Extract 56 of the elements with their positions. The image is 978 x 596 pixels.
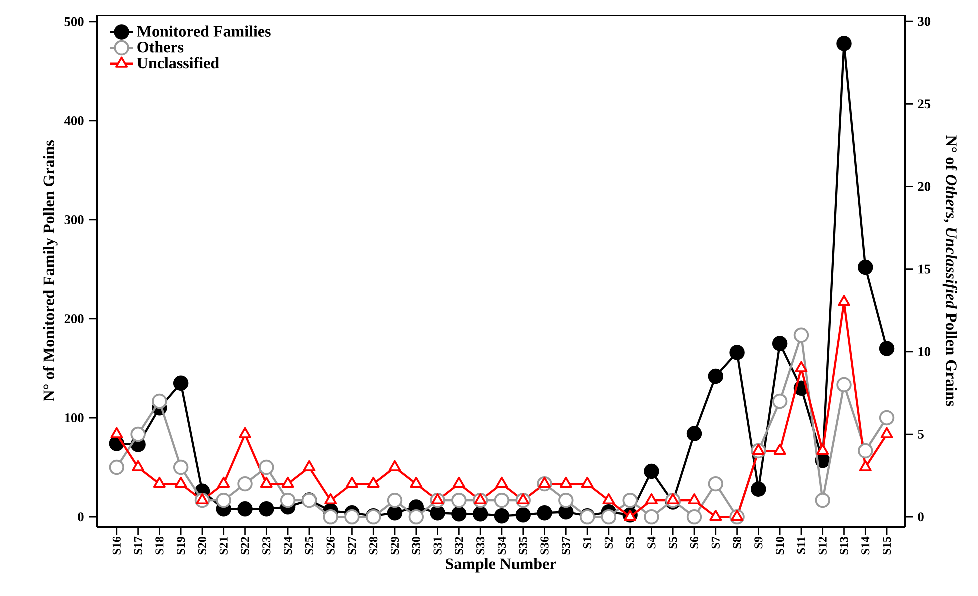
x-tick-label: S28 <box>370 536 378 555</box>
x-tick-label: S9 <box>754 537 763 549</box>
x-tick-label: S3 <box>626 537 634 549</box>
x-tick-label: S2 <box>604 537 613 549</box>
x-tick-label: S15 <box>883 537 892 555</box>
y2-tick-label: 25 <box>918 100 931 109</box>
x-tick-label: S17 <box>134 536 142 555</box>
x-tick-label: S33 <box>476 537 485 555</box>
x-tick-label: S19 <box>177 537 186 555</box>
y-axis-title: N° of Monitored Family Pollen Grains <box>43 140 58 402</box>
y-tick-label: 500 <box>64 17 84 26</box>
y2-axis-title: N° of Others, Unclassified Pollen Grains <box>942 136 958 406</box>
x-tick-label: S25 <box>305 537 314 555</box>
x-tick-label: S35 <box>519 537 528 555</box>
x-axis-title: Sample Number <box>446 558 556 573</box>
x-tick-label: S7 <box>712 536 720 549</box>
legend-label: Others <box>138 41 184 53</box>
x-tick-label: S4 <box>648 536 656 549</box>
y2-tick-label: 5 <box>918 430 924 439</box>
x-tick-label: S14 <box>862 536 870 555</box>
x-tick-label: S34 <box>498 536 506 555</box>
y-tick-label: 300 <box>64 215 84 224</box>
x-tick-label: S29 <box>390 537 400 555</box>
x-tick-label: S31 <box>434 537 442 555</box>
x-tick-label: S21 <box>220 537 228 555</box>
x-tick-label: S23 <box>262 537 271 555</box>
x-tick-label: S24 <box>284 536 292 555</box>
legend-label: Monitored Families <box>137 26 271 37</box>
x-tick-label: S11 <box>797 537 806 554</box>
x-tick-label: S13 <box>840 537 848 555</box>
y2-tick-label: 30 <box>918 17 931 26</box>
y2-tick-label: 10 <box>918 347 931 356</box>
y-tick-label: 400 <box>64 116 84 126</box>
x-tick-label: S36 <box>540 536 549 555</box>
x-tick-label: S22 <box>241 537 250 555</box>
x-tick-label: S16 <box>112 536 121 555</box>
x-tick-label: S37 <box>562 536 570 555</box>
x-tick-label: S20 <box>198 537 207 555</box>
x-tick-label: S8 <box>733 536 742 549</box>
x-tick-label: S18 <box>156 536 164 555</box>
x-tick-label: S32 <box>455 537 464 555</box>
x-tick-label: S5 <box>669 537 678 549</box>
y-tick-label: 200 <box>64 314 84 324</box>
x-tick-label: S26 <box>326 536 335 555</box>
y2-tick-label: 20 <box>918 182 931 192</box>
x-tick-label: S12 <box>818 537 827 555</box>
legend-label: Unclassified <box>137 57 220 69</box>
x-tick-label: S1 <box>584 537 592 549</box>
x-tick-label: S30 <box>412 537 420 555</box>
y-tick-label: 0 <box>78 512 84 522</box>
y2-tick-label: 0 <box>918 512 924 522</box>
x-tick-label: S10 <box>776 537 784 555</box>
y2-tick-label: 15 <box>918 264 931 274</box>
y-tick-label: 100 <box>65 414 84 423</box>
x-tick-label: S27 <box>348 536 356 555</box>
x-tick-label: S6 <box>690 536 699 549</box>
